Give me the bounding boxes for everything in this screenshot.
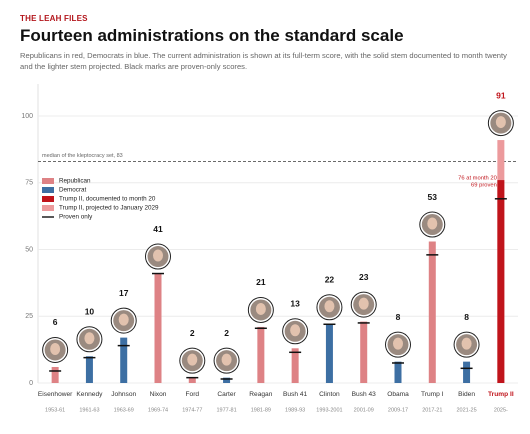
bar (291, 348, 299, 383)
value-label: 23 (359, 272, 369, 282)
period-label: 2021-25 (456, 407, 476, 413)
value-label: 6 (53, 317, 58, 327)
legend-label: Trump II, documented to month 20 (59, 196, 156, 203)
period-label: 1981-89 (251, 407, 271, 413)
y-tick-label: 0 (29, 380, 33, 387)
portrait-face (187, 353, 198, 366)
period-label: 1969-74 (148, 407, 168, 413)
portrait-face (461, 337, 472, 350)
x-tick-label: Carter (217, 391, 236, 398)
value-label: 8 (464, 312, 469, 322)
bar (51, 366, 59, 383)
bar (120, 337, 128, 383)
x-tick-label: Kennedy (76, 391, 103, 398)
period-label: 1989-93 (285, 407, 305, 413)
header: THE LEAH FILES Fourteen administrations … (20, 14, 520, 72)
bar (85, 356, 93, 383)
annotation: 76 at month 20 (458, 176, 497, 182)
portrait-face (84, 332, 95, 345)
documented-bar (497, 180, 505, 383)
value-label: 13 (290, 299, 300, 309)
bar (154, 273, 162, 383)
value-label: 22 (325, 275, 335, 285)
portrait-face (427, 217, 438, 230)
x-tick-label: Johnson (111, 391, 136, 398)
legend-label: Trump II, projected to January 2029 (59, 205, 159, 212)
value-label: 17 (119, 288, 129, 298)
portrait-face (393, 337, 403, 350)
bar (223, 377, 231, 383)
value-label: 41 (153, 224, 163, 234)
legend-label: Democrat (59, 187, 87, 194)
x-tick-label: Ford (186, 391, 200, 398)
period-label: 2025- (494, 407, 508, 413)
value-label: 10 (85, 307, 95, 317)
legend-swatch (42, 205, 54, 211)
period-label: 1974-77 (182, 407, 202, 413)
legend-swatch (42, 187, 54, 193)
annotation: 69 proven (471, 183, 497, 189)
x-tick-label: Obama (387, 391, 409, 398)
period-label: 2017-21 (422, 407, 442, 413)
value-label: 2 (224, 328, 229, 338)
x-tick-label: Reagan (249, 391, 272, 398)
legend-label: Proven only (59, 214, 93, 221)
legend-swatch (42, 178, 54, 184)
chart-title: Fourteen administrations on the standard… (20, 26, 404, 45)
subtitle: Republicans in red, Democrats in blue. T… (20, 51, 507, 71)
y-tick-label: 25 (25, 313, 33, 320)
portrait-face (153, 249, 163, 262)
x-tick-label: Bush 43 (352, 391, 377, 398)
x-tick-label: Clinton (319, 391, 340, 398)
value-label: 2 (190, 328, 195, 338)
x-tick-label: Trump I (421, 391, 444, 398)
value-label: 21 (256, 277, 266, 287)
period-label: 1963-69 (114, 407, 134, 413)
kicker: THE LEAH FILES (20, 14, 88, 23)
bar (188, 377, 196, 383)
legend-label: Republican (59, 178, 91, 185)
bar (360, 321, 368, 383)
value-label: 8 (396, 312, 401, 322)
legend-swatch (42, 196, 54, 202)
y-tick-label: 100 (21, 113, 33, 120)
x-tick-label: Eisenhower (38, 391, 73, 398)
portrait-face (358, 297, 369, 310)
x-tick-label: Bush 41 (283, 391, 308, 398)
y-tick-label: 75 (25, 180, 33, 187)
bar (257, 326, 265, 383)
period-label: 1977-81 (216, 407, 236, 413)
portrait-face (324, 300, 335, 313)
portrait-face (290, 324, 301, 337)
y-tick-label: 50 (25, 246, 33, 253)
period-label: 2001-09 (354, 407, 374, 413)
portrait-face (495, 116, 506, 129)
bar (394, 361, 402, 383)
portrait-face (118, 313, 129, 326)
period-label: 1961-63 (79, 407, 99, 413)
x-tick-label: Biden (458, 391, 475, 398)
period-label: 1953-61 (45, 407, 65, 413)
median-label: median of the kleptocracy set, 83 (42, 153, 123, 159)
portrait-face (221, 353, 232, 366)
period-label: 1993-2001 (316, 407, 342, 413)
portrait-face (50, 342, 61, 355)
value-label: 91 (496, 90, 506, 100)
bar (325, 324, 333, 383)
x-tick-label: Nixon (150, 391, 167, 398)
x-tick-label: Trump II (488, 391, 514, 398)
period-label: 2009-17 (388, 407, 408, 413)
value-label: 53 (428, 192, 438, 202)
portrait-face (255, 302, 266, 315)
bar (463, 361, 471, 383)
bar (428, 241, 436, 383)
